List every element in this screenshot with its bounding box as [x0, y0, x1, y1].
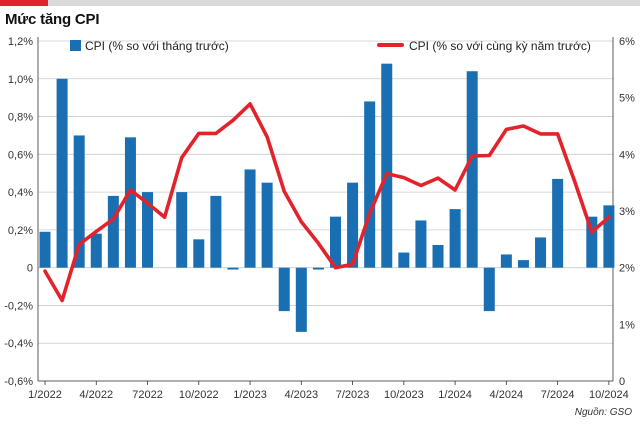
cpi-mom-bar: [329, 216, 341, 268]
x-tick-label: 7/2024: [541, 389, 575, 401]
legend-bar-label: CPI (% so với tháng trước): [85, 39, 229, 53]
cpi-mom-bar: [381, 63, 393, 268]
x-tick-label: 72022: [132, 389, 163, 401]
left-tick-label: 0,4%: [8, 187, 33, 199]
x-tick-label: 4/2022: [79, 389, 113, 401]
cpi-mom-bar: [398, 252, 410, 268]
cpi-mom-bar: [73, 135, 85, 268]
accent-bar-red: [0, 0, 48, 6]
left-tick-label: 0: [27, 263, 33, 275]
left-tick-label: 1,0%: [8, 74, 33, 86]
cpi-mom-bar: [56, 78, 68, 268]
chart-title: Mức tăng CPI: [5, 11, 100, 28]
cpi-mom-bar: [210, 195, 222, 268]
cpi-mom-bar: [176, 192, 188, 268]
right-tick-label: 5%: [619, 93, 635, 105]
left-tick-label: -0,2%: [4, 300, 33, 312]
cpi-mom-bar: [142, 192, 154, 268]
left-tick-label: 1,2%: [8, 36, 33, 48]
cpi-mom-bar: [124, 137, 136, 268]
right-tick-label: 2%: [619, 263, 635, 275]
cpi-mom-bar: [107, 195, 119, 268]
left-tick-label: -0,6%: [4, 376, 33, 388]
x-tick-label: 10/2023: [384, 389, 424, 401]
cpi-mom-bar: [39, 231, 51, 268]
cpi-mom-bar: [449, 209, 461, 268]
cpi-mom-bar: [312, 267, 324, 270]
cpi-mom-bar: [261, 182, 273, 268]
source-note: Nguồn: GSO: [574, 407, 632, 418]
x-tick-label: 1/2023: [233, 389, 267, 401]
cpi-mom-bar: [364, 101, 376, 268]
cpi-mom-bar: [517, 260, 529, 268]
cpi-mom-bar: [603, 205, 615, 268]
x-tick-label: 1/2022: [28, 389, 62, 401]
accent-bar: [0, 0, 640, 6]
right-tick-label: 0: [619, 376, 625, 388]
x-tick-label: 4/2023: [284, 389, 318, 401]
cpi-mom-bar: [227, 267, 239, 270]
left-tick-label: 0,8%: [8, 112, 33, 124]
cpi-mom-bar: [90, 233, 102, 268]
x-tick-label: 4/2024: [490, 389, 524, 401]
cpi-mom-bar: [193, 239, 205, 268]
x-tick-label: 7/2023: [336, 389, 370, 401]
left-tick-label: 0,2%: [8, 225, 33, 237]
cpi-mom-bar: [500, 254, 512, 268]
cpi-yoy-line: [43, 102, 611, 303]
legend-line-label: CPI (% so với cùng kỳ năm trước): [409, 39, 591, 53]
right-tick-label: 1%: [619, 319, 635, 331]
left-tick-label: 0,6%: [8, 149, 33, 161]
cpi-mom-bar: [466, 71, 478, 268]
cpi-mom-bar: [535, 237, 547, 268]
x-tick-label: 10/2024: [589, 389, 629, 401]
cpi-mom-bar: [244, 169, 256, 268]
right-tick-label: 3%: [619, 206, 635, 218]
right-tick-label: 6%: [619, 36, 635, 48]
right-tick-label: 4%: [619, 149, 635, 161]
cpi-mom-bar: [278, 267, 290, 312]
cpi-mom-bar: [483, 267, 495, 312]
x-tick-label: 10/2022: [179, 389, 219, 401]
legend-bar-swatch: [70, 40, 81, 51]
cpi-mom-bar: [295, 267, 307, 332]
cpi-mom-bar: [347, 182, 359, 268]
cpi-mom-bar: [552, 178, 564, 268]
left-tick-label: -0,4%: [4, 338, 33, 350]
cpi-mom-bar: [432, 245, 444, 268]
cpi-mom-bar: [586, 216, 598, 268]
cpi-mom-bar: [415, 220, 427, 268]
x-tick-label: 1/2024: [438, 389, 472, 401]
